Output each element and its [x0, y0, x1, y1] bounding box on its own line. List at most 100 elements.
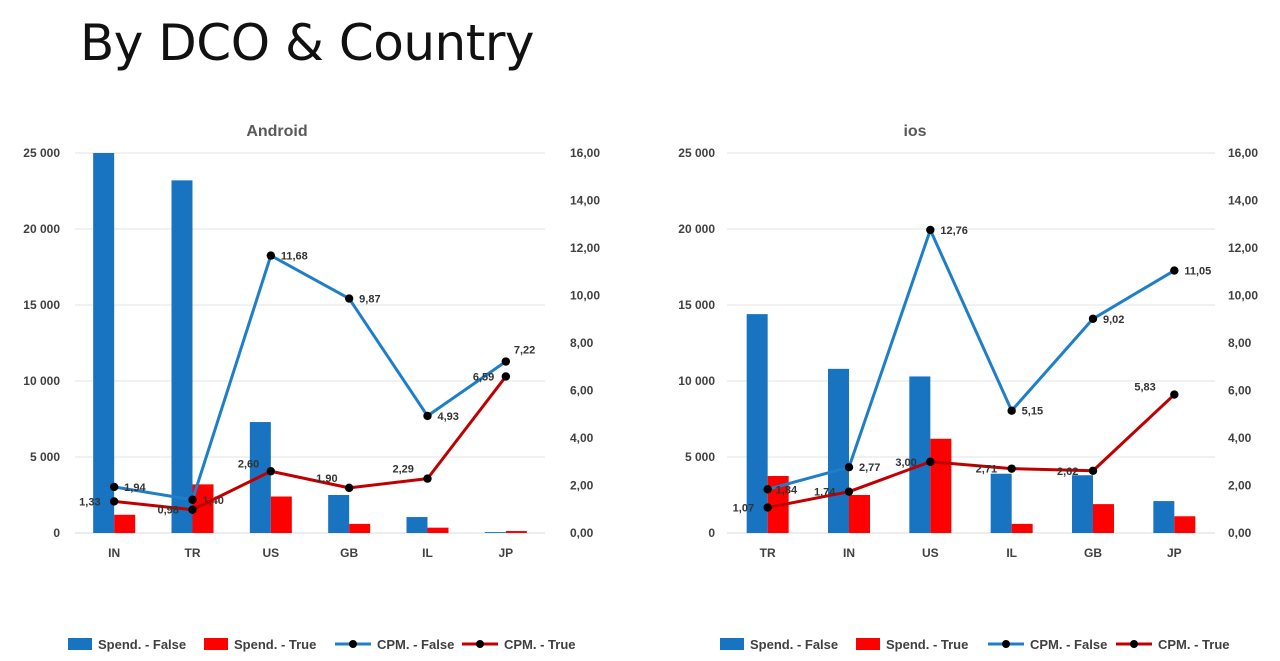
y-left-tick-label: 5 000 [685, 450, 715, 464]
chart-title: Android [246, 123, 307, 140]
y-left-tick-label: 25 000 [678, 146, 715, 160]
data-label: 5,83 [1134, 382, 1155, 394]
bar-spend-false [484, 532, 506, 533]
bar-spend-false [746, 314, 768, 533]
data-label: 0,98 [158, 505, 179, 517]
bar-spend-false [909, 376, 931, 533]
y-right-tick-label: 10,00 [570, 289, 600, 303]
data-label: 5,15 [1022, 406, 1043, 418]
x-tick-label: IN [108, 546, 120, 560]
y-right-tick-label: 16,00 [1228, 146, 1258, 160]
x-tick-label: IL [422, 546, 433, 560]
legend-label: CPM. - True [1158, 637, 1230, 652]
data-label: 2,29 [393, 464, 414, 476]
legend-label: Spend. - True [886, 637, 968, 652]
marker-cpm-false [109, 482, 119, 492]
data-label: 2,71 [976, 464, 997, 476]
y-right-tick-label: 12,00 [570, 241, 600, 255]
marker-cpm-true [188, 505, 197, 514]
marker-cpm-false [266, 251, 276, 260]
x-tick-label: GB [1084, 546, 1102, 560]
marker-cpm-false [763, 485, 772, 494]
data-label: 11,05 [1184, 266, 1211, 278]
bar-spend-false [93, 153, 115, 533]
bar-spend-false [328, 495, 350, 533]
y-left-tick-label: 15 000 [23, 298, 60, 312]
legend-label: Spend. - False [98, 637, 186, 652]
marker-cpm-true [266, 467, 276, 476]
y-right-tick-label: 12,00 [1228, 241, 1258, 255]
y-right-tick-label: 8,00 [570, 336, 594, 350]
marker-cpm-false [1007, 406, 1016, 415]
data-label: 1,94 [124, 482, 146, 494]
y-left-tick-label: 0 [53, 526, 60, 540]
marker-cpm-true [844, 487, 854, 496]
marker-cpm-true [344, 483, 354, 493]
data-label: 1,33 [79, 496, 100, 508]
legend-marker [1002, 640, 1010, 648]
bar-spend-true [1093, 504, 1114, 533]
marker-cpm-true [926, 457, 935, 466]
legend-label: Spend. - False [750, 637, 838, 652]
line-cpm-true [114, 375, 508, 512]
marker-cpm-false [1170, 266, 1179, 275]
y-right-tick-label: 14,00 [1228, 194, 1258, 208]
marker-cpm-true [423, 474, 432, 483]
y-right-tick-label: 0,00 [1228, 526, 1252, 540]
line-cpm-false [113, 254, 507, 502]
chart-android: Android 0 5 000 10 000 15 000 20 000 25 000 0,0… [23, 123, 600, 652]
data-label: 1,84 [776, 484, 798, 496]
data-label: 9,02 [1103, 314, 1124, 326]
y-left-tick-label: 10 000 [678, 374, 715, 388]
legend-marker [1130, 640, 1138, 648]
x-tick-label: JP [1167, 546, 1182, 560]
data-label: 12,76 [940, 225, 968, 237]
y-right-tick-label: 6,00 [1228, 384, 1252, 398]
legend-swatch [856, 638, 880, 650]
y-right-tick-label: 14,00 [570, 194, 600, 208]
data-label: 2,60 [238, 458, 259, 470]
bar-spend-false [990, 473, 1012, 533]
bar-spend-true [192, 484, 214, 533]
x-tick-label: JP [498, 546, 513, 560]
chart-ios: ios 0 5 000 10 000 15 000 20 000 25 000 0,00 2,0… [678, 123, 1258, 652]
line-cpm-false [767, 228, 1176, 491]
legend-label: Spend. - True [234, 637, 316, 652]
data-label: 11,68 [281, 251, 308, 263]
y-left-tick-label: 10 000 [23, 374, 60, 388]
data-label: 6,59 [473, 371, 494, 383]
bar-spend-true [849, 495, 870, 533]
marker-cpm-false [188, 495, 197, 504]
legend-label: CPM. - True [504, 637, 576, 652]
bar-spend-false [406, 517, 428, 533]
data-label: 1,07 [733, 503, 754, 515]
marker-cpm-true [501, 372, 511, 381]
legend-swatch [68, 638, 92, 650]
legend-swatch [204, 638, 228, 650]
bar-spend-true [930, 438, 952, 533]
marker-cpm-false [344, 294, 354, 303]
marker-cpm-true [109, 497, 119, 506]
x-tick-label: TR [760, 546, 776, 560]
data-label: 1,74 [814, 487, 836, 499]
bar-spend-false [1153, 501, 1175, 533]
x-tick-label: IN [843, 546, 855, 560]
bar-spend-true [349, 523, 371, 533]
marker-cpm-false [501, 357, 511, 366]
y-right-tick-label: 2,00 [1228, 479, 1252, 493]
y-right-tick-label: 2,00 [570, 479, 594, 493]
bar-spend-true [114, 514, 136, 533]
x-tick-label: US [922, 546, 939, 560]
data-label: 7,22 [514, 345, 535, 357]
line-cpm-true [767, 393, 1176, 510]
legend-marker [476, 640, 484, 648]
marker-cpm-false [1088, 314, 1098, 323]
marker-cpm-false [423, 411, 432, 421]
data-label: 4,93 [438, 411, 459, 423]
slide-title: By DCO & Country [80, 14, 534, 72]
y-left-tick-label: 25 000 [23, 146, 60, 160]
legend-marker [349, 640, 357, 648]
y-right-tick-label: 6,00 [570, 384, 594, 398]
y-left-tick-label: 20 000 [678, 222, 715, 236]
